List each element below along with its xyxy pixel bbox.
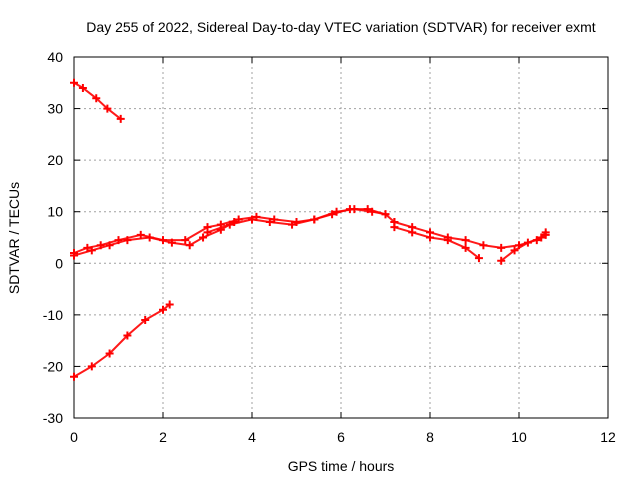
- series-point: [199, 233, 208, 242]
- series-point: [288, 220, 297, 229]
- series-point: [497, 243, 506, 252]
- series-point: [408, 228, 417, 237]
- series-point: [265, 218, 274, 227]
- series-point: [70, 251, 78, 260]
- y-tick-label: -30: [43, 410, 63, 426]
- y-tick-label: 0: [55, 255, 63, 271]
- series-line: [206, 208, 387, 234]
- y-tick-label: 20: [47, 152, 63, 168]
- series-point: [461, 236, 470, 245]
- series-point: [83, 243, 92, 252]
- data-series: [70, 78, 550, 381]
- x-tick-label: 4: [248, 429, 256, 445]
- series-point: [541, 228, 550, 237]
- series-point: [103, 104, 112, 113]
- series-point: [141, 316, 150, 325]
- x-tick-label: 12: [600, 429, 616, 445]
- series-point: [145, 233, 154, 242]
- y-axis-tick-labels: -30 -20 -10 0 10 20 30 40: [43, 49, 63, 426]
- series-point: [70, 78, 78, 87]
- series-point: [181, 236, 190, 245]
- series-point: [523, 238, 532, 247]
- y-tick-label: 30: [47, 101, 63, 117]
- series-point: [350, 205, 359, 214]
- series-point: [510, 246, 519, 255]
- series-arc-5: [203, 205, 390, 237]
- x-tick-label: 2: [159, 429, 167, 445]
- series-point: [310, 215, 319, 224]
- series-point: [381, 210, 390, 219]
- y-axis-label: SDTVAR / TECUs: [6, 182, 22, 294]
- x-tick-label: 0: [70, 429, 78, 445]
- y-tick-label: -20: [43, 358, 63, 374]
- series-point: [332, 207, 341, 216]
- chart-title: Day 255 of 2022, Sidereal Day-to-day VTE…: [86, 19, 595, 35]
- series-point: [185, 241, 194, 250]
- series-point: [390, 223, 399, 232]
- y-tick-label: 40: [47, 49, 63, 65]
- grid-lines: [74, 57, 608, 418]
- x-tick-label: 6: [337, 429, 345, 445]
- series-point: [203, 228, 212, 237]
- series-point: [167, 238, 176, 247]
- series-point: [248, 215, 256, 224]
- series-point: [165, 300, 174, 309]
- series-point: [368, 207, 377, 216]
- series-point: [105, 241, 114, 250]
- series-point: [461, 243, 470, 252]
- x-tick-label: 8: [426, 429, 434, 445]
- series-point: [105, 349, 114, 358]
- y-tick-label: -10: [43, 307, 63, 323]
- series-point: [70, 372, 78, 381]
- series-point: [159, 305, 167, 314]
- x-tick-label: 10: [511, 429, 527, 445]
- series-point: [87, 362, 96, 371]
- series-point: [443, 236, 452, 245]
- series-arc-8: [497, 228, 550, 265]
- series-arc-1: [70, 78, 125, 123]
- y-tick-label: 10: [47, 204, 63, 220]
- series-point: [479, 241, 488, 250]
- series-point: [497, 256, 506, 265]
- series-point: [87, 246, 96, 255]
- series-point: [92, 94, 101, 103]
- series-point: [474, 254, 483, 263]
- series-point: [537, 233, 546, 242]
- series-arc-2: [70, 300, 174, 381]
- x-axis-label: GPS time / hours: [288, 458, 395, 474]
- series-point: [123, 236, 132, 245]
- series-point: [123, 331, 132, 340]
- series-point: [116, 114, 125, 123]
- series-line: [73, 221, 236, 257]
- series-arc-7: [390, 223, 483, 263]
- x-axis-tick-labels: 0 2 4 6 8 10 12: [70, 429, 616, 445]
- tick-marks: [73, 56, 609, 419]
- series-point: [78, 83, 87, 92]
- series-point: [426, 233, 434, 242]
- series-point: [225, 220, 234, 229]
